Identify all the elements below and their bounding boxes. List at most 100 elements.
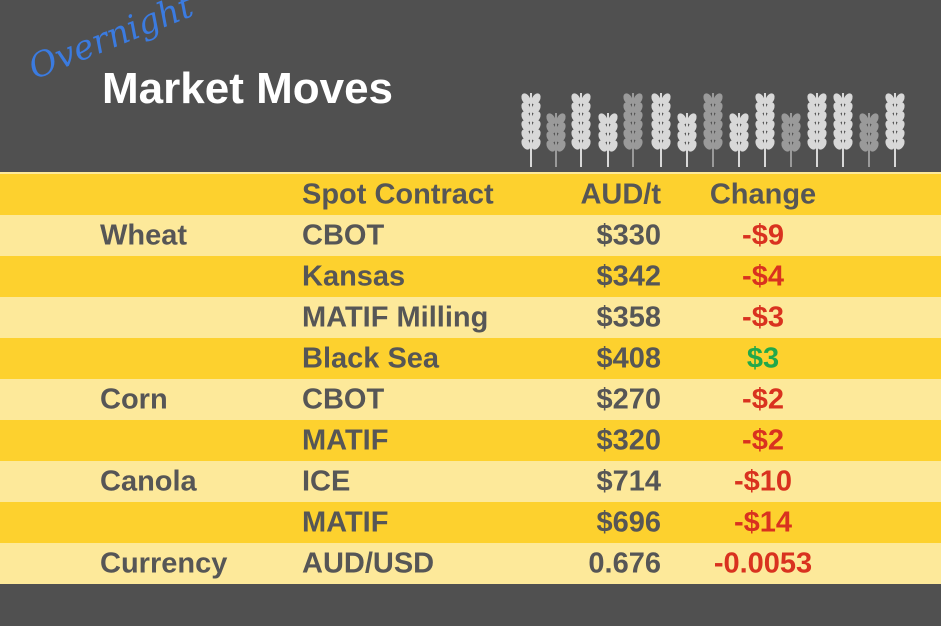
wheat-grain — [713, 120, 723, 132]
wheat-grain — [781, 140, 791, 152]
wheat-grain — [571, 129, 581, 141]
wheat-grain — [598, 113, 608, 125]
wheat-grain — [581, 138, 591, 150]
wheat-grain — [843, 102, 853, 114]
wheat-grain — [739, 131, 749, 143]
wheat-grain — [765, 102, 775, 114]
group-label: Wheat — [100, 219, 187, 251]
change: -$3 — [742, 301, 784, 333]
wheat-grain — [729, 122, 739, 134]
group-label: Corn — [100, 383, 168, 415]
wheat-grain — [843, 111, 853, 123]
wheat-grain — [661, 93, 671, 105]
wheat-grain — [598, 131, 608, 143]
wheat-grain — [531, 111, 541, 123]
wheat-grain — [713, 129, 723, 141]
wheat-grain — [807, 129, 817, 141]
wheat-grain — [755, 93, 765, 105]
wheat-grain — [521, 102, 531, 114]
wheat-grain — [571, 102, 581, 114]
contract: Black Sea — [302, 342, 440, 374]
price: $270 — [596, 383, 661, 415]
wheat-grain — [833, 93, 843, 105]
change: $3 — [746, 342, 780, 374]
wheat-grain — [739, 122, 749, 134]
price: $358 — [596, 301, 661, 333]
price: $696 — [596, 506, 661, 538]
wheat-grain — [833, 102, 843, 114]
wheat-grain — [765, 129, 775, 141]
wheat-grain — [546, 131, 556, 143]
change: -$14 — [733, 506, 793, 538]
table-row: Canola ICE $714 -$10 — [0, 461, 941, 502]
wheat-grain — [807, 120, 817, 132]
wheat-grain — [739, 140, 749, 152]
wheat-grain — [885, 138, 895, 150]
wheat-grain — [817, 129, 827, 141]
change: -$10 — [733, 465, 793, 497]
wheat-grain — [687, 131, 697, 143]
wheat-grain — [623, 129, 633, 141]
wheat-grain — [521, 111, 531, 123]
wheat-grain — [833, 120, 843, 132]
wheat-grain — [755, 138, 765, 150]
wheat-grain — [546, 113, 556, 125]
wheat-grain — [703, 111, 713, 123]
wheat-grain — [661, 129, 671, 141]
wheat-grain — [581, 102, 591, 114]
wheat-grain — [859, 122, 869, 134]
wheat-grain — [817, 93, 827, 105]
wheat-grain — [817, 102, 827, 114]
wheat-grain — [833, 138, 843, 150]
wheat-grain — [521, 129, 531, 141]
wheat-grain — [729, 113, 739, 125]
price: $408 — [596, 342, 661, 374]
contract: MATIF Milling — [302, 301, 489, 333]
wheat-grain — [703, 93, 713, 105]
wheat-grain — [807, 138, 817, 150]
wheat-grain — [531, 102, 541, 114]
wheat-grain — [895, 102, 905, 114]
wheat-grain — [755, 129, 765, 141]
wheat-grain — [885, 93, 895, 105]
wheat-grain — [651, 129, 661, 141]
wheat-grain — [661, 138, 671, 150]
contract: Kansas — [302, 260, 406, 292]
table: Spot Contract AUD/t Change Wheat CBOT $330 -$9… — [0, 172, 941, 584]
wheat-grain — [581, 129, 591, 141]
wheat-grain — [885, 111, 895, 123]
contract: CBOT — [302, 219, 385, 251]
wheat-grain — [556, 122, 566, 134]
wheat-grain — [895, 129, 905, 141]
wheat-grain — [633, 102, 643, 114]
wheat-grain — [791, 140, 801, 152]
wheat-grain — [546, 140, 556, 152]
wheat-grain — [791, 113, 801, 125]
change: -$2 — [742, 383, 784, 415]
wheat-grain — [843, 93, 853, 105]
wheat-grain — [623, 138, 633, 150]
wheat-grain — [843, 129, 853, 141]
wheat-grain — [765, 111, 775, 123]
wheat-grain — [765, 93, 775, 105]
change: -$2 — [742, 424, 784, 456]
wheat-grain — [703, 102, 713, 114]
contract: AUD/USD — [302, 547, 435, 579]
wheat-grain — [651, 120, 661, 132]
wheat-grain — [571, 93, 581, 105]
change: -0.0053 — [713, 547, 813, 579]
wheat-grain — [781, 113, 791, 125]
wheat-grain — [651, 138, 661, 150]
price: 0.676 — [588, 547, 661, 579]
wheat-grain — [885, 129, 895, 141]
wheat-grain — [869, 140, 879, 152]
wheat-grain — [598, 122, 608, 134]
wheat-grain — [608, 131, 618, 143]
wheat-grain — [531, 129, 541, 141]
wheat-grain — [807, 93, 817, 105]
wheat-grain — [859, 131, 869, 143]
wheat-grain — [661, 102, 671, 114]
wheat-grain — [703, 129, 713, 141]
table-row: Currency AUD/USD 0.676 -0.0053 — [0, 543, 941, 584]
wheat-grain — [713, 111, 723, 123]
